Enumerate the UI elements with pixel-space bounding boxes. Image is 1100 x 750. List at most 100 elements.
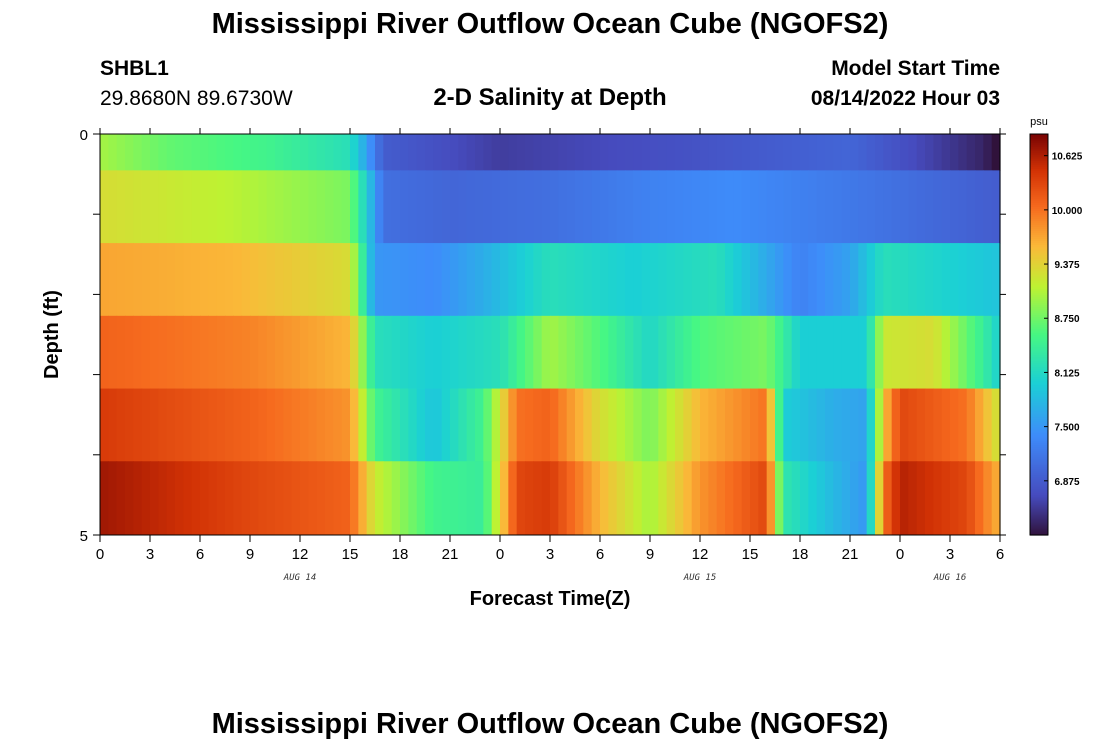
heatmap-cell: [225, 315, 234, 389]
heatmap-cell: [783, 170, 793, 244]
heatmap-cell: [608, 461, 618, 536]
heatmap-cell: [308, 243, 318, 317]
heatmap-cell: [150, 388, 159, 462]
heatmap-cell: [900, 388, 909, 462]
x-tick-label: 9: [246, 546, 254, 563]
heatmap-cell: [491, 243, 501, 317]
colorbar-segment: [1030, 446, 1048, 450]
heatmap-cell: [425, 461, 434, 536]
heatmap-cell: [483, 461, 493, 536]
heatmap-cell: [450, 388, 459, 462]
heatmap-cell: [500, 461, 509, 536]
heatmap-cell: [766, 461, 776, 536]
colorbar-segment: [1030, 488, 1048, 492]
heatmap-cell: [408, 243, 418, 317]
heatmap-cell: [566, 388, 576, 462]
heatmap-cell: [133, 388, 143, 462]
heatmap-cell: [925, 388, 934, 462]
heatmap-cell: [791, 461, 801, 536]
heatmap-cell: [308, 388, 318, 462]
heatmap-cell: [983, 170, 993, 244]
heatmap-cell: [516, 461, 526, 536]
heatmap-cell: [175, 461, 184, 536]
heatmap-cell: [291, 243, 301, 317]
heatmap-cell: [883, 243, 893, 317]
colorbar-segment: [1030, 430, 1048, 434]
colorbar-segment: [1030, 200, 1048, 203]
colorbar-segment: [1030, 448, 1048, 452]
heatmap-cell: [958, 315, 968, 389]
heatmap-cell: [525, 388, 534, 462]
heatmap-cell: [616, 388, 626, 462]
heatmap-cell: [216, 170, 226, 244]
heatmap-cell: [925, 315, 934, 389]
colorbar-segment: [1030, 464, 1048, 468]
heatmap-cell: [483, 388, 493, 462]
heatmap-cell: [400, 170, 409, 244]
heatmap-cell: [883, 134, 893, 171]
heatmap-cell: [133, 170, 143, 244]
heatmap-cell: [358, 315, 368, 389]
heatmap-cell: [741, 315, 751, 389]
heatmap-cell: [366, 388, 376, 462]
heatmap-cell: [275, 170, 284, 244]
heatmap-cell: [725, 170, 734, 244]
heatmap-cell: [650, 461, 659, 536]
heatmap-cell: [191, 461, 201, 536]
heatmap-cell: [150, 315, 159, 389]
heatmap-cell: [541, 388, 551, 462]
heatmap-cell: [408, 170, 418, 244]
colorbar-segment: [1030, 284, 1048, 287]
heatmap-cell: [250, 461, 259, 536]
heatmap-cell: [833, 315, 843, 389]
heatmap-cell: [883, 461, 893, 536]
heatmap-cell: [550, 243, 559, 317]
heatmap-cell: [116, 170, 126, 244]
colorbar-segment: [1030, 368, 1048, 372]
heatmap-cell: [375, 134, 384, 171]
colorbar-unit: psu: [1030, 116, 1048, 128]
heatmap-cell: [625, 315, 634, 389]
heatmap-cell: [141, 134, 151, 171]
heatmap-cell: [691, 461, 701, 536]
heatmap-cell: [508, 461, 518, 536]
colorbar-segment: [1030, 314, 1048, 318]
heatmap-cell: [208, 388, 218, 462]
colorbar-segment: [1030, 478, 1048, 482]
heatmap-cell: [733, 170, 743, 244]
colorbar-segment: [1030, 258, 1048, 261]
heatmap-cell: [341, 461, 351, 536]
heatmap-cell: [466, 315, 476, 389]
colorbar-segment: [1030, 484, 1048, 488]
heatmap-cell: [133, 315, 143, 389]
colorbar-segment: [1030, 180, 1048, 183]
heatmap-cell: [350, 170, 359, 244]
heatmap-cell: [916, 388, 926, 462]
colorbar-segment: [1030, 476, 1048, 480]
heatmap-cell: [816, 388, 826, 462]
heatmap-cell: [233, 461, 243, 536]
heatmap-cell: [691, 243, 701, 317]
heatmap-cell: [708, 134, 718, 171]
heatmap-cell: [191, 315, 201, 389]
heatmap-cell: [800, 461, 809, 536]
heatmap-cell: [375, 315, 384, 389]
heatmap-cell: [641, 170, 651, 244]
heatmap-cell: [700, 243, 709, 317]
heatmap-cell: [125, 134, 134, 171]
heatmap-cell: [100, 315, 109, 389]
heatmap-cell: [933, 243, 943, 317]
heatmap-cell: [475, 243, 484, 317]
colorbar-segment: [1030, 428, 1048, 432]
heatmap-cell: [225, 243, 234, 317]
colorbar-segment: [1030, 202, 1048, 205]
heatmap-cell: [666, 388, 676, 462]
heatmap-cell: [725, 315, 734, 389]
heatmap-cell: [783, 388, 793, 462]
heatmap-cell: [125, 243, 134, 317]
colorbar-segment: [1030, 146, 1048, 149]
heatmap-cell: [775, 243, 784, 317]
heatmap-cell: [166, 461, 176, 536]
heatmap-cell: [375, 388, 384, 462]
heatmap-cell: [908, 170, 918, 244]
